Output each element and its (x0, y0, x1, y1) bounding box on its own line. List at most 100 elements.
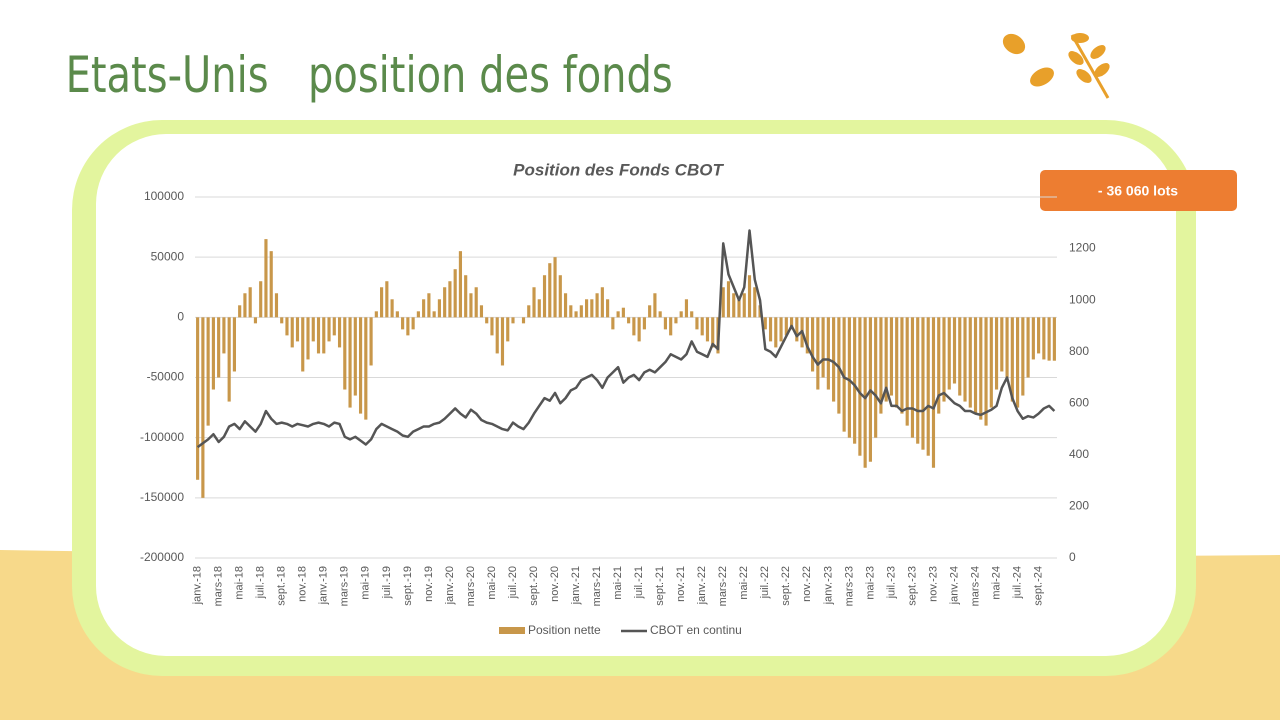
x-tick-label: juil.-19 (381, 566, 393, 599)
bar (280, 317, 284, 324)
bar (590, 299, 594, 318)
legend-label: CBOT en continu (650, 623, 742, 637)
bar (695, 317, 699, 330)
x-tick-label: janv.-23 (822, 566, 834, 605)
x-tick-label: nov.-22 (801, 566, 813, 602)
bar (500, 317, 505, 366)
bar (926, 317, 930, 456)
bar (432, 311, 436, 318)
bar (642, 317, 646, 330)
y2-tick-label: 200 (1069, 499, 1089, 513)
bar (332, 317, 336, 336)
bar (196, 317, 200, 480)
bar (711, 317, 715, 348)
leaf-icon (1002, 33, 1110, 99)
bar (232, 317, 236, 372)
bar (884, 317, 888, 402)
bar (989, 317, 993, 408)
x-tick-label: juil.-24 (1011, 566, 1023, 599)
bar (411, 317, 415, 330)
legend-label: Position nette (528, 623, 601, 637)
x-tick-label: mai-24 (990, 566, 1002, 600)
y2-tick-label: 1000 (1069, 292, 1096, 306)
bar (542, 275, 547, 318)
bar (853, 317, 857, 444)
bar (217, 317, 221, 378)
badge-box (1040, 170, 1237, 211)
bar (726, 281, 731, 318)
bar (674, 317, 678, 324)
bar (1037, 317, 1041, 354)
x-tick-label: mai-21 (612, 566, 624, 600)
bar (747, 275, 752, 318)
bar (648, 305, 652, 318)
bar (658, 311, 662, 318)
bar (511, 317, 515, 324)
bar (1042, 317, 1046, 360)
bar (684, 299, 689, 318)
x-tick-label: juil.-20 (507, 566, 519, 599)
bar (311, 317, 315, 342)
x-tick-label: mai-23 (864, 566, 876, 600)
bar (895, 317, 899, 408)
x-tick-label: nov.-19 (423, 566, 435, 602)
bar (627, 317, 631, 324)
bar (274, 293, 279, 318)
bar (495, 317, 499, 354)
x-tick-label: sept.-23 (906, 566, 918, 606)
bar (380, 287, 384, 318)
bar (1026, 317, 1030, 378)
x-tick-label: juil.-18 (255, 566, 267, 599)
chart-title: Position des Fonds CBOT (513, 160, 724, 179)
bar (958, 317, 962, 396)
bar (779, 317, 783, 342)
bar (721, 287, 725, 318)
x-tick-label: sept.-18 (276, 566, 288, 606)
bar (832, 317, 836, 402)
bar (984, 317, 988, 426)
bar (527, 305, 531, 318)
bar (548, 263, 552, 318)
bar (358, 317, 363, 414)
bar (295, 317, 300, 342)
bar (811, 317, 815, 372)
bar (795, 317, 799, 342)
bar (579, 305, 583, 318)
bar (994, 317, 999, 390)
bar (443, 287, 447, 318)
bar (243, 293, 247, 318)
bar (585, 299, 589, 318)
y2-tick-label: 600 (1069, 395, 1089, 409)
bar (322, 317, 326, 354)
x-tick-label: mai-22 (738, 566, 750, 600)
bar (369, 317, 373, 366)
bar (979, 317, 983, 420)
x-tick-label: sept.-21 (654, 566, 666, 606)
bar (968, 317, 972, 408)
bar (805, 317, 809, 354)
bar (952, 317, 957, 384)
bar (606, 299, 610, 318)
x-tick-label: mai-18 (234, 566, 246, 600)
x-tick-label: mars-24 (969, 566, 981, 606)
bar (385, 281, 389, 318)
y-tick-label: -200000 (140, 550, 184, 564)
bar (285, 317, 289, 336)
slide-subtitle: position des fonds (308, 46, 673, 105)
x-tick-label: janv.-21 (570, 566, 582, 605)
bar (842, 317, 846, 432)
bar (937, 317, 941, 414)
bar (374, 311, 378, 318)
legend-swatch (499, 627, 525, 634)
bar (574, 311, 578, 318)
x-tick-label: nov.-20 (549, 566, 561, 602)
bar (1000, 317, 1004, 372)
x-tick-label: mars-18 (213, 566, 225, 606)
bar (931, 317, 936, 468)
bar (264, 239, 268, 318)
bar (479, 305, 484, 318)
bar (506, 317, 510, 342)
bar (632, 317, 636, 336)
bar (563, 293, 568, 318)
bar (553, 257, 557, 318)
